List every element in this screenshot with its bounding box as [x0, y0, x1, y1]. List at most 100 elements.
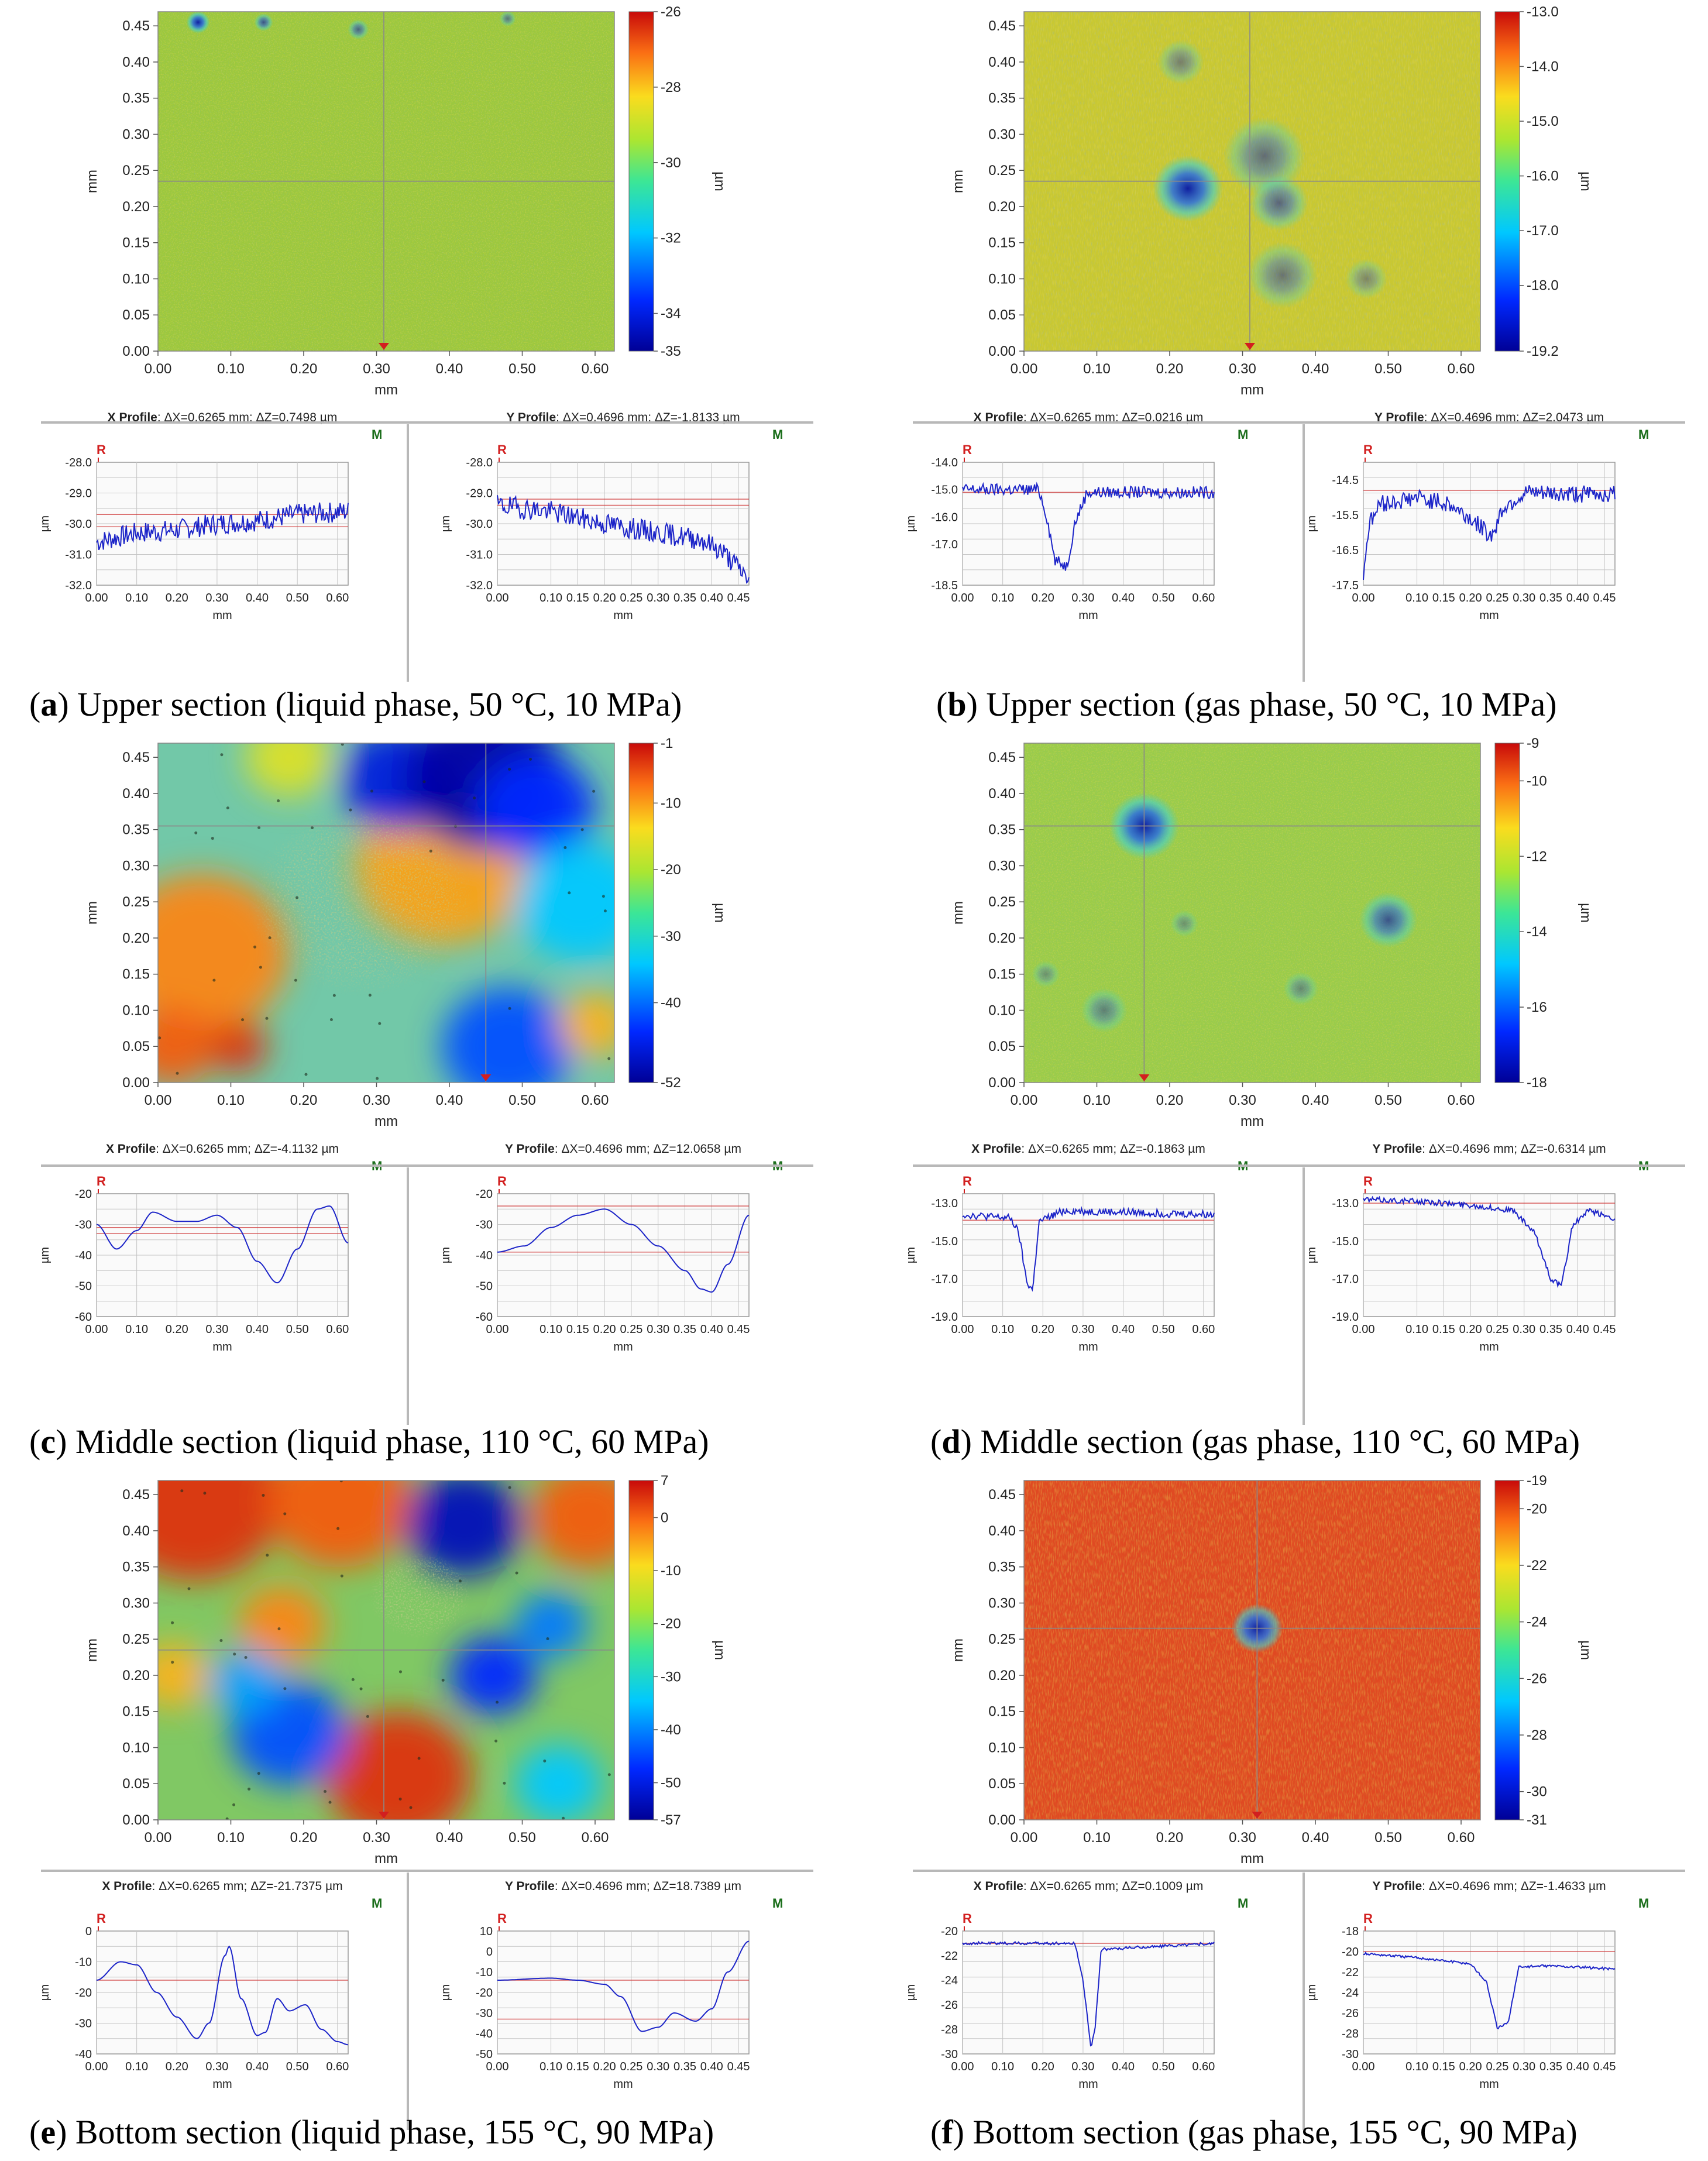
colorbar-label: µm: [1578, 903, 1593, 923]
profile-line: [96, 1945, 349, 2046]
x-tick-label: 0.40: [436, 1092, 463, 1108]
x-tick-label: 0.45: [1593, 592, 1616, 604]
y-tick-label: -40: [75, 2048, 92, 2061]
y-tick-label: -20: [75, 1188, 92, 1201]
profile-title-values: : ΔX=0.4696 mm; ΔZ=12.0658 µm: [555, 1142, 741, 1156]
y-tick-label: 0.40: [122, 54, 150, 70]
x-tick-label: 0.10: [1405, 592, 1428, 604]
colorbar-tick-label: -28: [661, 80, 681, 95]
surface-dot: [265, 1016, 269, 1020]
surface-dot: [277, 799, 280, 803]
y-tick-label: 0.15: [988, 1704, 1016, 1720]
surface-dot: [329, 1018, 333, 1021]
profile-line: [1363, 1195, 1616, 1289]
surface-dot: [378, 1022, 382, 1025]
y-tick-label: 0.45: [122, 18, 150, 34]
caption-a: (a) Upper section (liquid phase, 50 °C, …: [29, 685, 682, 723]
x-axis-label: mm: [613, 1341, 633, 1353]
x-axis-label: mm: [1078, 2078, 1098, 2091]
x-profile: X Profile: ΔX=0.6265 mm; ΔZ=-0.1863 µmRM…: [905, 1142, 1248, 1353]
surface-dot: [304, 1073, 308, 1076]
profile-title-values: : ΔX=0.4696 mm; ΔZ=-1.8133 µm: [556, 411, 740, 424]
y-tick-label: -50: [75, 1280, 92, 1293]
y-tick-label: -18: [1342, 1925, 1359, 1938]
colorbar-bar: [628, 11, 654, 352]
crosshair-marker: [480, 1074, 492, 1081]
y-tick-label: -22: [941, 1950, 958, 1963]
surface-blob: [449, 1636, 537, 1715]
x-tick-label: 0.00: [85, 592, 108, 604]
colorbar-label: µm: [1578, 1640, 1593, 1660]
profile-line: [96, 502, 349, 551]
crosshair-marker: [1139, 1074, 1150, 1081]
surface-dot: [494, 1739, 498, 1743]
x-tick-label: 0.20: [1459, 2060, 1482, 2073]
surface-dot: [328, 1801, 332, 1804]
y-tick-label: -17.5: [1332, 579, 1359, 592]
surface-blob: [515, 1592, 588, 1658]
y-tick-label: -22: [1342, 1966, 1359, 1979]
y-tick-label: 0.25: [122, 1631, 150, 1647]
y-tick-label: -50: [476, 2048, 493, 2061]
surface-dot: [366, 1715, 369, 1718]
profile-title-values: : ΔX=0.4696 mm; ΔZ=-1.4633 µm: [1422, 1880, 1606, 1893]
profile-title: Y Profile: ΔX=0.4696 mm; ΔZ=-1.4633 µm: [1372, 1880, 1606, 1893]
x-tick-label: 0.35: [673, 2060, 696, 2073]
y-tick-label: 0.10: [988, 1740, 1016, 1755]
x-tick-label: 0.30: [1513, 1323, 1535, 1336]
surface-blob: [325, 1710, 472, 1820]
surface-dot: [340, 1574, 343, 1578]
colorbar: -19 -20 -22 -24 -26 -28 -30 -31 µm: [1494, 1473, 1593, 1828]
y-tick-label: 0.00: [988, 1812, 1016, 1828]
marker-r: R: [97, 1174, 106, 1188]
y-tick-label: 0.20: [988, 199, 1016, 215]
profile-title-name: Y Profile: [1372, 1880, 1422, 1893]
surface-blob: [515, 843, 614, 961]
colorbar-label: µm: [712, 171, 727, 191]
marker-m: M: [1638, 1896, 1649, 1911]
x-axis-label: mm: [1240, 382, 1264, 398]
marker-m: M: [772, 1896, 783, 1911]
x-tick-label: 0.00: [85, 2060, 108, 2073]
surface-dot: [225, 1817, 229, 1820]
y-axis-label: µm: [905, 1984, 917, 2001]
colorbar-tick-label: -1: [661, 736, 673, 751]
y-tick-label: 0.25: [988, 163, 1016, 178]
y-tick-label: 0.15: [988, 967, 1016, 982]
surface-dot: [336, 1527, 340, 1530]
profile-line: [1363, 1951, 1616, 2030]
x-tick-label: 0.60: [326, 592, 349, 604]
x-tick-label: 0.10: [217, 361, 245, 377]
crosshair-marker: [1244, 343, 1255, 350]
y-tick-label: -28: [1342, 2028, 1359, 2040]
marker-r: R: [963, 442, 972, 457]
x-tick-label: 0.10: [125, 1323, 148, 1336]
colorbar-label: µm: [712, 1640, 727, 1660]
y-tick-label: -14.5: [1332, 474, 1359, 487]
y-tick-label: -29.0: [466, 487, 493, 500]
separator: [407, 1873, 409, 2130]
surface-dot: [266, 1554, 269, 1557]
surface-pit: [186, 12, 210, 33]
x-tick-label: 0.10: [991, 1323, 1014, 1336]
y-tick-label: -40: [476, 2028, 493, 2040]
surface-dot: [171, 1661, 174, 1664]
colorbar-tick-label: -26: [661, 4, 681, 20]
colorbar-tick-label: -14: [1527, 924, 1547, 940]
y-tick-label: -13.0: [1332, 1197, 1359, 1210]
y-tick-label: 0.35: [988, 91, 1016, 106]
separator: [1303, 424, 1305, 682]
surface-dot: [563, 846, 567, 849]
surface-pit: [1170, 910, 1198, 937]
colorbar-bar: [1494, 1480, 1520, 1820]
caption-text: Middle section (liquid phase, 110 °C, 60…: [67, 1423, 709, 1461]
x-axis-label: mm: [613, 2078, 633, 2091]
marker-m: M: [372, 1896, 382, 1911]
profile-line: [497, 1940, 750, 2032]
surface-dot: [295, 896, 299, 899]
colorbar-label: µm: [712, 903, 727, 923]
y-tick-label: -10: [75, 1956, 92, 1969]
y-axis-label: µm: [39, 516, 51, 532]
y-tick-label: 0.20: [988, 1668, 1016, 1684]
surface-dot: [212, 978, 216, 982]
